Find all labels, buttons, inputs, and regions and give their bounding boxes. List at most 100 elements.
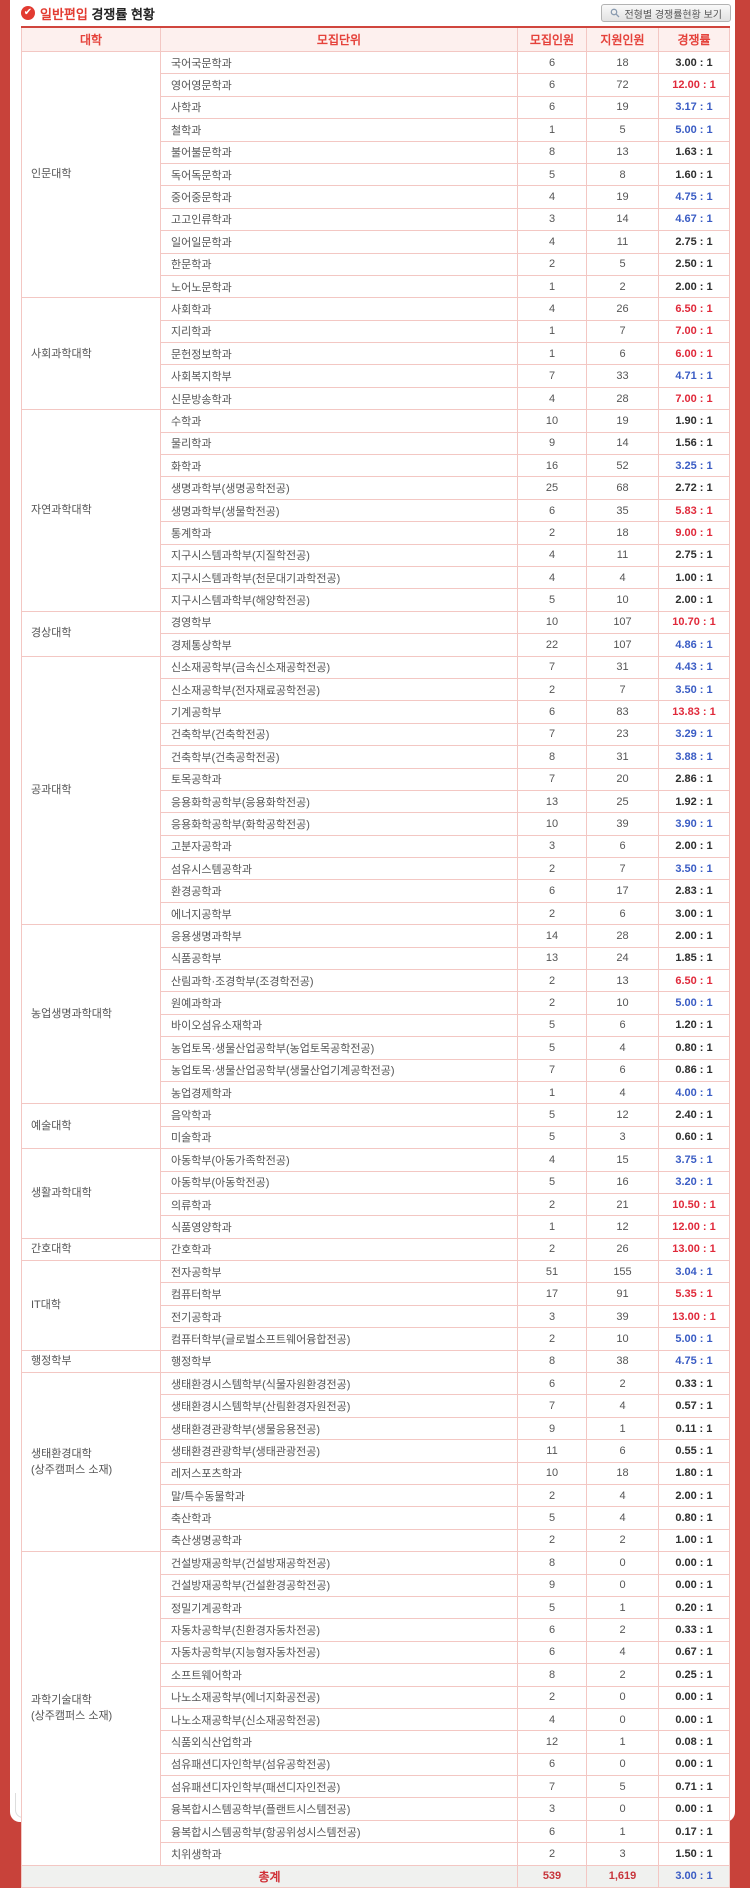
recruit-cell: 4 — [517, 1148, 587, 1172]
applicants-cell: 0 — [586, 1752, 659, 1777]
applicants-cell: 7 — [586, 857, 659, 881]
college-cell: 생태환경대학 (상주캠퍼스 소재) — [21, 1372, 161, 1553]
table-row: 건설방재공학부(건설환경공학전공) 9 0 0.00 : 1 — [22, 1573, 730, 1597]
dept-cell: 불어불문학과 — [160, 140, 518, 164]
applicants-cell: 91 — [586, 1282, 659, 1306]
applicants-cell: 72 — [586, 73, 659, 97]
rate-cell: 0.00 : 1 — [658, 1685, 730, 1709]
table-row: 고고인류학과 3 14 4.67 : 1 — [22, 207, 730, 232]
dept-cell: 융복합시스템공학부(항공위성시스템전공) — [160, 1819, 518, 1844]
table-row: 정밀기계공학과 5 1 0.20 : 1 — [22, 1595, 730, 1620]
recruit-cell: 2 — [517, 1192, 587, 1217]
table-row: 신문방송학과 4 28 7.00 : 1 — [22, 386, 730, 411]
applicants-cell: 14 — [586, 207, 659, 232]
total-applicants: 1,619 — [586, 1864, 659, 1888]
applicants-cell: 6 — [586, 834, 659, 859]
dept-cell: 컴퓨터학부 — [160, 1282, 518, 1306]
recruit-cell: 6 — [517, 50, 587, 75]
rate-cell: 6.50 : 1 — [658, 969, 730, 993]
dept-cell: 치위생학과 — [160, 1842, 518, 1866]
applicants-cell: 107 — [586, 633, 659, 657]
rate-cell: 1.63 : 1 — [658, 140, 730, 164]
dept-cell: 축산생명공학과 — [160, 1528, 518, 1553]
rate-cell: 6.00 : 1 — [658, 342, 730, 366]
rate-cell: 1.85 : 1 — [658, 946, 730, 971]
table-row: 중어중문학과 4 19 4.75 : 1 — [22, 185, 730, 209]
rate-cell: 2.00 : 1 — [658, 588, 730, 612]
recruit-cell: 51 — [517, 1260, 587, 1284]
dept-cell: 일어일문학과 — [160, 230, 518, 254]
dept-cell: 고분자공학과 — [160, 834, 518, 859]
dept-cell: 철학과 — [160, 118, 518, 142]
rate-cell: 5.83 : 1 — [658, 498, 730, 523]
table-row: 에너지공학부 2 6 3.00 : 1 — [22, 901, 730, 926]
table-row: 불어불문학과 8 13 1.63 : 1 — [22, 140, 730, 164]
recruit-cell: 9 — [517, 1416, 587, 1441]
rate-cell: 5.00 : 1 — [658, 991, 730, 1015]
recruit-cell: 6 — [517, 73, 587, 97]
rate-cell: 2.50 : 1 — [658, 252, 730, 276]
applicants-cell: 83 — [586, 700, 659, 724]
applicants-cell: 4 — [586, 565, 659, 590]
table-row: 농업생명과학대학 응용생명과학부 14 28 2.00 : 1 — [21, 924, 730, 1105]
recruit-cell: 10 — [517, 1461, 587, 1486]
dept-cell: 생명과학부(생물학전공) — [160, 498, 518, 523]
rate-cell: 4.75 : 1 — [658, 1349, 730, 1374]
applicants-cell: 18 — [586, 50, 659, 75]
table-row: 건축학부(건축학전공) 7 23 3.29 : 1 — [22, 722, 730, 747]
applicants-cell: 35 — [586, 498, 659, 523]
rate-cell: 3.29 : 1 — [658, 722, 730, 747]
recruit-cell: 10 — [517, 812, 587, 836]
table-row: 컴퓨터학부 17 91 5.35 : 1 — [22, 1282, 730, 1306]
recruit-cell: 6 — [517, 1819, 587, 1844]
dept-cell: 신문방송학과 — [160, 386, 518, 411]
applicants-cell: 5 — [586, 118, 659, 142]
table-row: 일어일문학과 4 11 2.75 : 1 — [22, 230, 730, 254]
rate-cell: 13.83 : 1 — [658, 700, 730, 724]
applicants-cell: 21 — [586, 1192, 659, 1217]
applicants-cell: 10 — [586, 991, 659, 1015]
applicants-cell: 13 — [586, 969, 659, 993]
applicants-cell: 4 — [586, 1483, 659, 1508]
rate-cell: 3.20 : 1 — [658, 1170, 730, 1194]
rate-cell: 1.00 : 1 — [658, 565, 730, 590]
rate-cell: 4.67 : 1 — [658, 207, 730, 232]
rate-cell: 7.00 : 1 — [658, 319, 730, 344]
recruit-cell: 2 — [517, 1528, 587, 1553]
rate-cell: 2.40 : 1 — [658, 1103, 730, 1127]
applicants-cell: 20 — [586, 767, 659, 791]
applicants-cell: 6 — [586, 1439, 659, 1463]
applicants-cell: 25 — [586, 789, 659, 814]
rate-cell: 0.57 : 1 — [658, 1394, 730, 1418]
table-header: 대학 모집단위 모집인원 지원인원 경쟁률 — [21, 26, 730, 52]
applicants-cell: 4 — [586, 1640, 659, 1665]
rate-cell: 6.50 : 1 — [658, 297, 730, 321]
recruit-cell: 4 — [517, 297, 587, 321]
applicants-cell: 0 — [586, 1797, 659, 1821]
page: { "page": { "title_badge": "일반편입", "titl… — [10, 0, 735, 1888]
applicants-cell: 19 — [586, 185, 659, 209]
rate-cell: 0.20 : 1 — [658, 1595, 730, 1620]
rate-cell: 2.75 : 1 — [658, 543, 730, 567]
rate-cell: 13.00 : 1 — [658, 1304, 730, 1329]
recruit-cell: 10 — [517, 610, 587, 635]
view-by-type-button[interactable]: 전형별 경쟁률현황 보기 — [601, 4, 731, 22]
applicants-cell: 12 — [586, 1103, 659, 1127]
recruit-cell: 2 — [517, 677, 587, 702]
dept-cell: 의류학과 — [160, 1192, 518, 1217]
page-title: ✔ 일반편입 경쟁률 현황 — [21, 4, 155, 23]
recruit-cell: 1 — [517, 274, 587, 299]
college-cell: 생활과학대학 — [21, 1148, 161, 1239]
rate-cell: 0.80 : 1 — [658, 1506, 730, 1530]
rate-cell: 3.50 : 1 — [658, 677, 730, 702]
recruit-cell: 8 — [517, 140, 587, 164]
dept-cell: 생태환경관광학부(생태관광전공) — [160, 1439, 518, 1463]
table-row: 사회과학대학 사회학과 4 26 6.50 : 1 — [21, 297, 730, 411]
recruit-cell: 5 — [517, 1036, 587, 1060]
view-by-type-button-label: 전형별 경쟁률현황 보기 — [624, 9, 722, 21]
recruit-cell: 7 — [517, 655, 587, 679]
applicants-cell: 1 — [586, 1416, 659, 1441]
college-cell: 과학기술대학 (상주캠퍼스 소재) — [21, 1551, 161, 1866]
recruit-cell: 1 — [517, 118, 587, 142]
recruit-cell: 4 — [517, 230, 587, 254]
